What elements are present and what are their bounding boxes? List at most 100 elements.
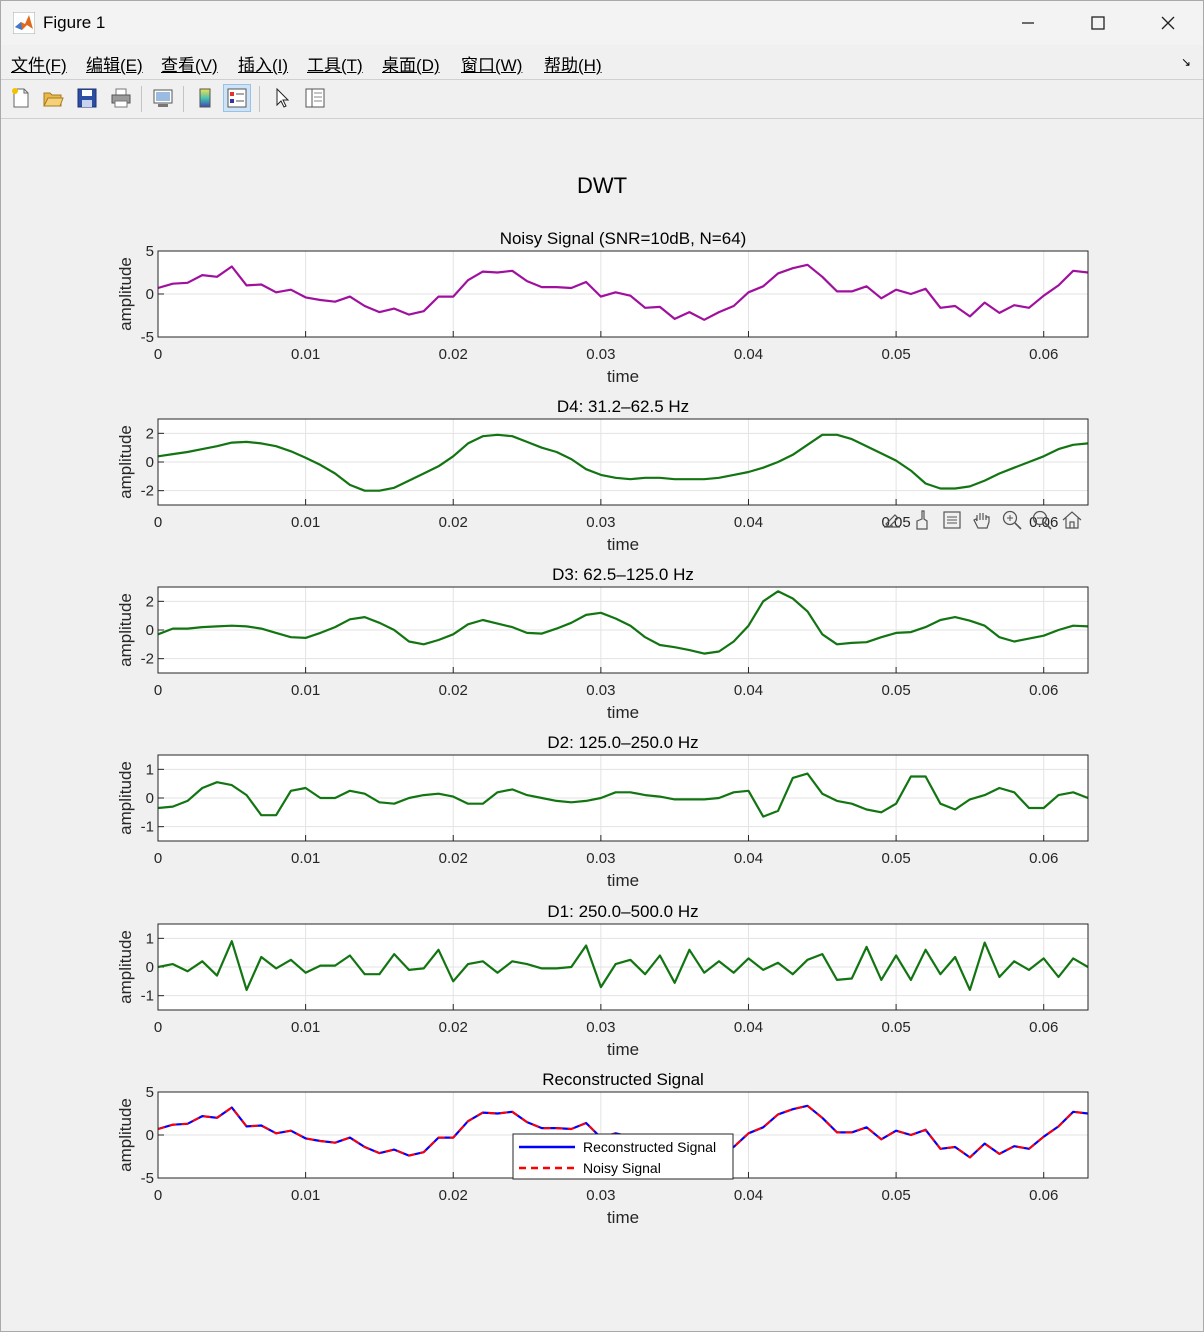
open-file-button[interactable] [39,84,67,112]
new-figure-icon [12,88,29,108]
legend-entry: Reconstructed Signal [583,1139,716,1155]
data-tips-button[interactable] [939,507,965,533]
x-tick-label: 0.01 [291,1187,320,1204]
menu-file[interactable]: 文件(F) [11,56,67,75]
x-tick-label: 0.02 [439,514,468,531]
minimize-button[interactable] [993,1,1063,45]
restore-view-button[interactable] [1059,507,1085,533]
axes-box [157,418,1089,506]
x-tick-label: 0.05 [881,850,910,867]
undock-arrow-icon[interactable]: ↘ [1180,55,1191,69]
series-line-signal[interactable] [158,940,1088,992]
matlab-logo-icon [13,12,35,34]
x-tick-label: 0.02 [439,682,468,699]
menu-desktop[interactable]: 桌面(D) [382,56,440,75]
y-tick-label: -2 [141,483,154,500]
window-title: Figure 1 [43,13,106,32]
series-line-signal[interactable] [158,263,1088,321]
menu-help[interactable]: 帮助(H) [544,56,602,75]
y-tick-label: 1 [146,761,154,778]
legend[interactable]: Reconstructed Signal Noisy Signal [512,1133,734,1180]
subplot-6[interactable]: 0 0.01 0.02 0.03 0.04 0.05 0.06-505Reconstruct… [116,1070,1089,1227]
figure-canvas: DWT 0 0.01 0.02 0.03 0.04 0.05 0.06 -5 0 5 Noisy Si… [3,119,1201,1329]
x-tick-label: 0.06 [1029,682,1058,699]
pan-button[interactable] [969,507,995,533]
data-brush-button[interactable] [909,507,935,533]
menu-window[interactable]: 窗口(W) [461,56,523,75]
insert-colorbar-button[interactable] [191,84,219,112]
x-axis-label: time [607,703,639,722]
y-tick-label: 2 [146,425,154,442]
y-axis-label: amplitude [116,593,135,667]
save-icon [77,88,97,108]
menu-insert[interactable]: 插入(I) [238,56,289,75]
x-tick-label: 0.06 [1029,514,1058,531]
x-tick-label: 0.04 [734,682,763,699]
x-tick-label: 0.03 [586,514,615,531]
x-tick-label: 0.01 [291,1019,320,1036]
y-axis-label: amplitude [116,761,135,835]
series-line-signal[interactable] [158,772,1088,818]
x-tick-label: 0 [154,1019,162,1036]
zoom-out-button[interactable] [1029,507,1055,533]
subplot-title: D2: 125.0–250.0 Hz [547,733,698,752]
y-tick-label: 0 [146,622,154,639]
y-tick-label: 0 [146,1127,154,1144]
open-file-icon [43,92,64,107]
series-line-signal[interactable] [158,433,1088,492]
print-button[interactable] [107,84,135,112]
close-button[interactable] [1133,1,1203,45]
legend-box [512,1133,734,1180]
maximize-button[interactable] [1063,1,1133,45]
x-tick-label: 0.05 [881,346,910,363]
brush-export-button[interactable] [879,507,905,533]
edit-plot-icon [276,87,290,108]
x-tick-label: 0.05 [881,1019,910,1036]
x-tick-label: 0.04 [734,850,763,867]
subplot-title: Reconstructed Signal [542,1070,704,1089]
legend-entry: Noisy Signal [583,1160,661,1176]
x-tick-label: 0.06 [1029,346,1058,363]
title-bar[interactable]: Figure 1 [1,1,1203,45]
new-figure-button[interactable] [7,84,35,112]
x-axis-label: time [607,1040,639,1059]
x-tick-label: 0 [154,850,162,867]
menu-view[interactable]: 查看(V) [161,56,218,75]
restore-view-icon [1062,511,1082,529]
y-tick-label: 1 [146,930,154,947]
y-tick-label: -1 [141,988,154,1005]
x-tick-label: 0.03 [586,682,615,699]
series-line-signal[interactable] [158,590,1088,655]
x-tick-label: 0.01 [291,682,320,699]
toolbar-separator [183,86,184,112]
menu-edit[interactable]: 编辑(E) [86,56,143,75]
insert-legend-button[interactable] [223,84,251,112]
x-axis-label: time [607,367,639,386]
close-icon [1161,16,1175,30]
menu-tools[interactable]: 工具(T) [307,56,363,75]
y-tick-label: -1 [141,819,154,836]
x-tick-label: 0.01 [291,514,320,531]
x-tick-label: 0.04 [734,514,763,531]
axes-box [157,586,1089,674]
x-tick-label: 0.05 [881,1187,910,1204]
zoom-in-button[interactable] [999,507,1025,533]
x-axis-label: time [607,1208,639,1227]
subplot-title: D3: 62.5–125.0 Hz [552,565,694,584]
link-plot-button[interactable] [149,84,177,112]
save-button[interactable] [73,84,101,112]
x-tick-label: 0.06 [1029,1019,1058,1036]
maximize-icon [1091,16,1105,30]
property-inspector-button[interactable] [301,84,329,112]
x-tick-label: 0.02 [439,346,468,363]
edit-plot-button[interactable] [267,84,295,112]
x-tick-label: 0.05 [881,682,910,699]
x-tick-label: 0.03 [586,1187,615,1204]
link-plot-icon [153,89,173,107]
